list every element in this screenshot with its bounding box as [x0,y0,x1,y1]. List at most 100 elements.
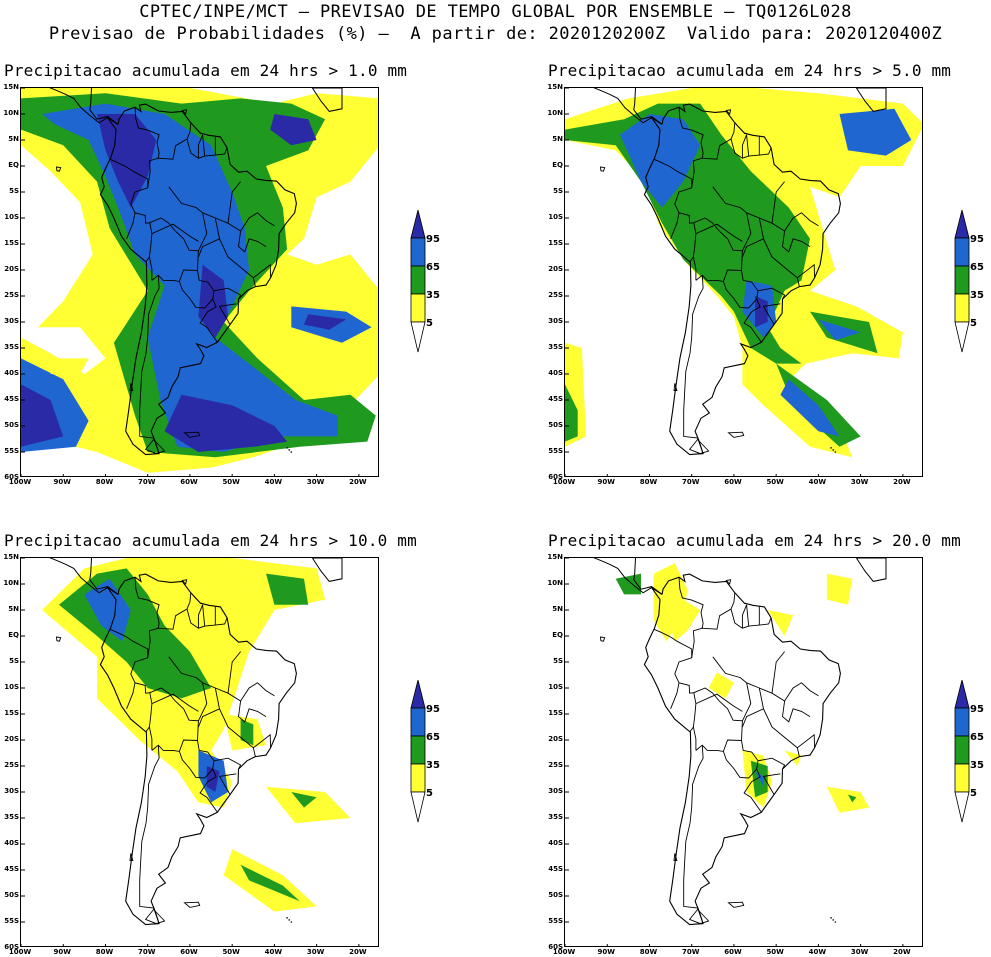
lat-label: 60S [548,473,563,481]
country-border [741,708,764,728]
probability-map [564,87,923,477]
lat-label: EQ [8,161,19,169]
lon-label: 80W [639,948,658,956]
country-border [678,682,694,694]
africa-coastline [311,88,343,112]
country-border [782,230,811,253]
panel-title: Precipitacao acumulada em 24 hrs > 1.0 m… [4,61,408,80]
country-border [218,773,237,795]
lon-label: 70W [137,478,156,486]
lon-label: 40W [264,478,283,486]
lat-label: 25S [548,291,563,299]
country-border [797,733,816,749]
island-dot [834,921,837,923]
colorbar-label: 35 [970,760,984,771]
island-outline [183,431,201,438]
island-dot [290,451,293,453]
country-border [695,693,743,712]
lat-label: 30S [548,317,563,325]
lon-label: 20W [893,948,911,956]
island-dot [834,451,837,453]
lon-label: 60W [724,948,742,956]
country-border [156,122,192,160]
country-border [689,256,694,263]
lat-label: 60S [548,943,563,951]
country-border [197,682,208,721]
country-border [213,757,242,770]
lon-label: 50W [222,948,240,956]
lat-label: 55S [4,447,19,455]
country-border [741,212,752,251]
island-outline [688,438,710,455]
lon-label: 80W [639,478,658,486]
country-border [762,773,781,795]
country-border [700,592,736,630]
colorbar [954,680,970,823]
lon-label: 40W [808,478,827,486]
lat-label: 5N [8,135,19,143]
lon-label: 20W [893,478,911,486]
island-outline [144,908,166,925]
colorbar-segment [410,237,426,267]
colorbar-segment [954,237,970,267]
lat-label: 5N [8,605,19,613]
lat-label: 45S [4,395,19,403]
country-border [134,212,150,224]
map-svg [21,558,360,946]
lat-label: 10N [547,109,563,117]
lat-label: 5S [553,187,563,195]
probability-area-c5 [50,358,89,374]
country-border [178,740,215,779]
coastline [643,573,841,926]
country-border [771,651,785,694]
country-border [712,656,819,702]
colorbar-label: 65 [426,732,440,743]
colorbar-segment [954,791,970,823]
lat-label: 10N [3,579,19,587]
lat-label: 55S [4,917,19,925]
lat-label: 25S [4,761,19,769]
lat-label: 15N [547,553,563,561]
colorbar-segment [410,680,426,709]
coastline [99,103,297,456]
country-border [134,682,150,694]
probability-area-c35 [266,573,309,605]
probability-area-c5 [708,672,734,699]
country-border [156,592,192,630]
lat-label: 25S [548,761,563,769]
lat-label: 30S [4,317,19,325]
probability-area-c65 [84,578,131,642]
colorbar-label: 95 [970,704,984,715]
probability-map [564,557,923,947]
country-border [253,733,272,749]
lat-label: 15N [3,553,19,561]
probability-area-c5 [767,610,794,636]
country-border [197,708,220,728]
island-outline [727,431,745,438]
country-border [741,238,764,258]
country-border [695,223,743,242]
lat-label: 15S [548,239,563,247]
island-outline [181,109,188,115]
probability-area-c35 [615,573,641,595]
probability-area-c95 [97,114,157,208]
colorbar [954,210,970,353]
probability-area-c65 [780,379,840,437]
island-outline [55,636,62,642]
lon-label: 50W [766,478,784,486]
lon-label: 20W [349,948,367,956]
country-border [758,687,800,757]
country-border [700,122,736,160]
island-dot [286,447,288,449]
island-outline [688,908,710,925]
lat-label: 55S [548,917,563,925]
colorbar-segment [954,735,970,765]
colorbar-segment [410,293,426,323]
lon-label: 60W [180,478,198,486]
country-border [683,275,704,454]
country-border [134,577,160,658]
probability-area-c95 [164,394,288,452]
africa-coastline [855,558,887,582]
lon-label: 30W [850,478,869,486]
country-border [197,604,206,629]
